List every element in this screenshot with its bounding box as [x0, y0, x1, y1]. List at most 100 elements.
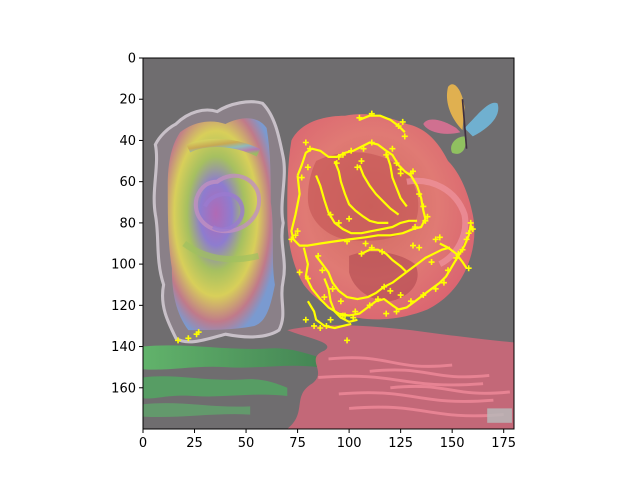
marker-point-55	[455, 250, 462, 257]
pink-rose	[287, 114, 475, 320]
marker-point-23	[333, 160, 340, 167]
x-tick-label-125: 125	[388, 436, 413, 451]
marker-point-3	[195, 329, 202, 336]
marker-point-54	[445, 267, 452, 274]
y-axis: 0 20 40 60 80 100 120 140 160	[111, 52, 143, 396]
marker-point-39	[420, 203, 427, 210]
marker-point-67	[368, 244, 375, 251]
marker-point-25	[339, 151, 346, 158]
marker-point-38	[416, 191, 423, 198]
marker-point-60	[459, 246, 466, 253]
contour-line-7	[323, 278, 358, 323]
marker-point-13	[341, 312, 348, 319]
marker-point-58	[467, 219, 474, 226]
plot-image	[143, 58, 514, 429]
marker-point-52	[432, 285, 439, 292]
x-tick-label-0: 0	[139, 436, 147, 451]
y-tick-label-60: 60	[119, 175, 136, 190]
marker-point-46	[399, 118, 406, 125]
marker-point-69	[410, 242, 417, 249]
marker-point-7	[302, 316, 309, 323]
marker-point-32	[389, 145, 396, 152]
marker-point-50	[407, 298, 414, 305]
marker-point-27	[354, 164, 361, 171]
marker-point-22	[306, 145, 313, 152]
marker-point-75	[366, 302, 373, 309]
contour-line-2	[315, 175, 418, 235]
y-tick-label-40: 40	[119, 134, 136, 149]
marker-point-29	[360, 145, 367, 152]
x-tick-label-175: 175	[491, 436, 516, 451]
marker-point-45	[395, 123, 402, 130]
marker-point-9	[317, 325, 324, 332]
marker-point-84	[337, 298, 344, 305]
marker-point-17	[296, 269, 303, 276]
marker-point-47	[401, 133, 408, 140]
marker-point-49	[393, 308, 400, 315]
marker-point-73	[397, 292, 404, 299]
contour-line-8	[361, 248, 408, 274]
marker-point-68	[379, 248, 386, 255]
marker-point-1	[185, 335, 192, 342]
marker-point-20	[304, 164, 311, 171]
x-tick-label-150: 150	[440, 436, 465, 451]
y-tick-label-100: 100	[111, 258, 136, 273]
x-tick-label-75: 75	[289, 436, 306, 451]
marker-point-16	[344, 337, 351, 344]
x-tick-label-25: 25	[186, 436, 203, 451]
marker-point-82	[319, 267, 326, 274]
marker-point-59	[469, 226, 476, 233]
marker-point-79	[362, 240, 369, 247]
marker-point-61	[465, 265, 472, 272]
y-tick-label-20: 20	[119, 93, 136, 108]
marker-point-21	[302, 139, 309, 146]
marker-point-76	[327, 211, 334, 218]
marker-point-37	[410, 168, 417, 175]
marker-point-66	[358, 250, 365, 257]
y-tick-label-140: 140	[111, 340, 136, 355]
marker-point-44	[368, 110, 375, 117]
marker-point-19	[298, 174, 305, 181]
marker-point-53	[440, 279, 447, 286]
marker-point-62	[436, 234, 443, 241]
contour-line-4	[358, 164, 400, 216]
rainbow-rose-frame	[152, 100, 286, 344]
marker-point-65	[428, 259, 435, 266]
marker-point-11	[327, 316, 334, 323]
marker-point-0	[175, 337, 182, 344]
y-tick-label-160: 160	[111, 381, 136, 396]
x-axis: 0 25 50 75 100 125 150 175	[139, 429, 516, 451]
marker-point-70	[416, 244, 423, 251]
marker-point-81	[315, 252, 322, 259]
marker-point-43	[356, 114, 363, 121]
marker-point-26	[348, 147, 355, 154]
y-tick-label-120: 120	[111, 299, 136, 314]
marker-point-74	[374, 296, 381, 303]
marker-point-63	[432, 236, 439, 243]
marker-point-56	[463, 236, 470, 243]
marker-point-41	[422, 217, 429, 224]
water-reflection	[143, 325, 514, 429]
marker-point-77	[335, 219, 342, 226]
marker-point-5	[292, 232, 299, 239]
marker-point-8	[311, 322, 318, 329]
marker-point-31	[383, 151, 390, 158]
contour-line-5	[385, 152, 408, 208]
marker-point-42	[424, 213, 431, 220]
contour-overlay	[175, 110, 476, 344]
marker-point-85	[321, 294, 328, 301]
marker-point-35	[397, 166, 404, 173]
marker-point-15	[352, 308, 359, 315]
marker-point-83	[329, 285, 336, 292]
butterfly-icon	[423, 84, 499, 154]
marker-point-24	[335, 153, 342, 160]
marker-point-28	[358, 158, 365, 165]
contour-line-3	[333, 160, 389, 224]
contour-line-6	[315, 246, 451, 301]
marker-point-80	[344, 238, 351, 245]
x-tick-label-50: 50	[238, 436, 255, 451]
marker-point-71	[381, 283, 388, 290]
marker-point-57	[465, 230, 472, 237]
contour-line-11	[358, 114, 406, 133]
